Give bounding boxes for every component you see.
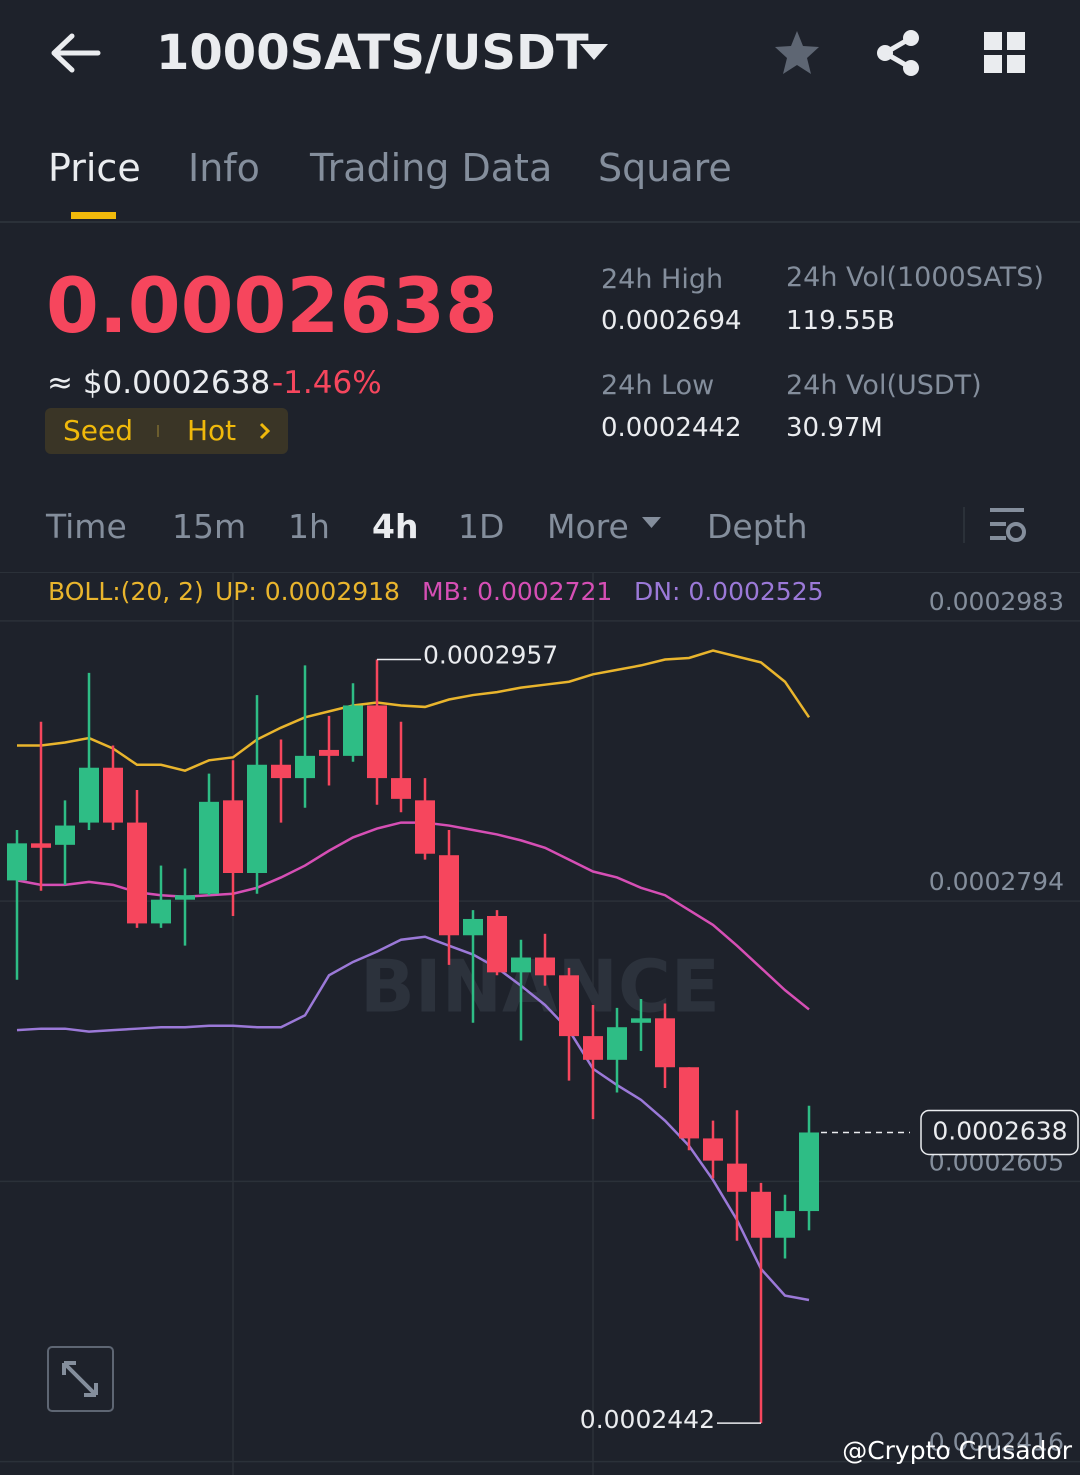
candle-body <box>319 749 339 756</box>
candle-body <box>487 916 507 973</box>
tab[interactable]: Trading Data <box>310 146 553 190</box>
price-change: -1.46% <box>272 365 382 401</box>
stat-value: 30.97M <box>786 413 883 443</box>
candle-body <box>655 1018 675 1068</box>
candle-body <box>199 801 219 894</box>
divider <box>0 221 1080 223</box>
credit: @Crypto Crusador <box>842 1436 1073 1465</box>
candle-body <box>271 764 291 779</box>
candle-body <box>559 975 579 1037</box>
candle-body <box>151 899 171 924</box>
stat-value: 0.0002694 <box>601 306 742 336</box>
layout-button[interactable] <box>984 32 1026 74</box>
expand-icon <box>62 1361 98 1397</box>
stat-value: 119.55B <box>786 306 895 336</box>
candle-body <box>343 705 363 756</box>
expand-button[interactable] <box>47 1346 114 1412</box>
fiat-price: ≈ $0.0002638 <box>47 365 271 401</box>
divider <box>963 507 965 543</box>
candle-body <box>751 1191 771 1238</box>
legend-entry: MB: 0.0002721 <box>422 577 612 606</box>
tag[interactable]: Seed <box>63 414 133 447</box>
candle-body <box>295 755 315 779</box>
tag[interactable]: Hot <box>187 414 237 447</box>
candle-body <box>391 778 411 799</box>
boll-line <box>17 649 811 773</box>
y-tick-label: 0.0002794 <box>929 867 1064 896</box>
candle-body <box>583 1036 603 1060</box>
interval-more[interactable]: More <box>547 507 629 546</box>
high-label: 0.0002957 <box>423 640 558 669</box>
candle-body <box>415 800 435 854</box>
candle-body <box>79 767 99 823</box>
more-dropdown <box>642 517 661 528</box>
candle-body <box>223 800 243 873</box>
candlestick-chart: BINANCE BOLL:(20, 2) 0.00029830.00027940… <box>0 572 1080 1475</box>
interval[interactable]: 1h <box>288 507 330 546</box>
tab[interactable]: Square <box>598 146 732 190</box>
tab-active[interactable]: Price <box>48 146 141 190</box>
tag-chevron <box>259 422 271 440</box>
candle-body <box>31 843 51 848</box>
candle-body <box>727 1163 747 1192</box>
legend-entry: DN: 0.0002525 <box>634 577 824 606</box>
candle-body <box>175 895 195 900</box>
stat-label: 24h High <box>601 264 724 295</box>
candle-body <box>631 1018 651 1023</box>
low-label: 0.0002442 <box>580 1405 715 1434</box>
pair-title[interactable]: 1000SATS/USDT <box>156 25 589 81</box>
candle-body <box>55 825 75 845</box>
interval[interactable]: 1D <box>458 507 505 546</box>
candle-body <box>7 843 27 881</box>
candle-body <box>511 957 531 973</box>
tab-indicator <box>71 212 116 219</box>
candle-body <box>103 767 123 823</box>
favorite-star[interactable] <box>772 28 822 78</box>
stat-label: 24h Vol(USDT) <box>786 370 982 401</box>
candle-body <box>439 855 459 936</box>
candle-body <box>703 1138 723 1161</box>
stat-label: 24h Low <box>601 370 715 401</box>
share-button[interactable] <box>875 28 923 78</box>
interval[interactable]: Depth <box>707 507 808 546</box>
candle-body <box>607 1027 627 1060</box>
candle-body <box>463 918 483 936</box>
legend-entry: UP: 0.0002918 <box>215 577 400 606</box>
last-price-box <box>920 1109 1079 1156</box>
candle-body <box>127 822 147 924</box>
chart-settings[interactable] <box>988 506 1028 544</box>
tag-bar[interactable] <box>45 408 288 454</box>
stat-label: 24h Vol(1000SATS) <box>786 262 1044 293</box>
y-tick-label: 0.0002983 <box>929 587 1064 616</box>
interval[interactable]: Time <box>46 507 127 546</box>
boll-line <box>16 821 810 1011</box>
candle-body <box>679 1067 699 1139</box>
back-button[interactable] <box>50 32 102 74</box>
y-tick-label: 0.0002416 <box>929 1428 1064 1457</box>
stat-value: 0.0002442 <box>601 413 742 443</box>
candle-body <box>535 957 555 976</box>
indicator-label: BOLL:(20, 2) <box>48 577 204 606</box>
tag-separator <box>157 425 159 437</box>
boll-line <box>16 935 810 1302</box>
candle-body <box>247 764 267 873</box>
interval-active[interactable]: 4h <box>372 507 419 546</box>
candle-body <box>367 705 387 779</box>
pair-dropdown[interactable] <box>580 42 610 62</box>
candle-body <box>775 1211 795 1238</box>
tab[interactable]: Info <box>188 146 260 190</box>
last-price: 0.0002638 <box>46 261 498 350</box>
last-price-label: 0.0002638 <box>932 1116 1067 1145</box>
candle-body <box>799 1132 819 1212</box>
interval[interactable]: 15m <box>172 507 247 546</box>
